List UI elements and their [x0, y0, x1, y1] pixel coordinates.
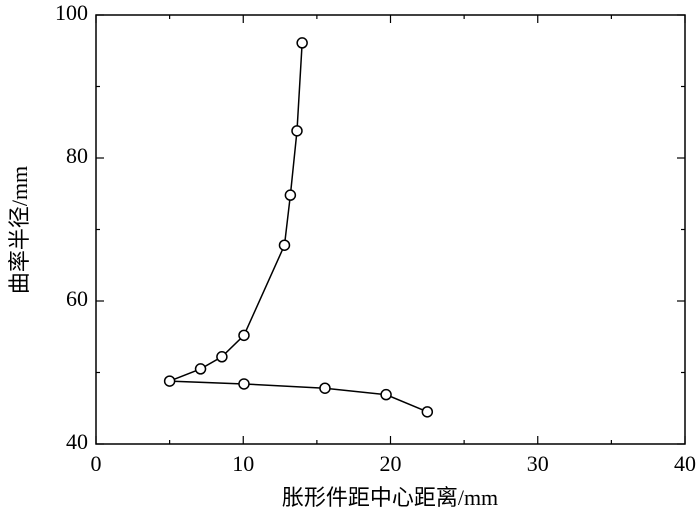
data-point	[278, 239, 291, 251]
x-tick-label: 20	[380, 451, 402, 476]
x-tick-label: 0	[91, 451, 102, 476]
x-axis-title: 胀形件距中心距离/mm	[282, 485, 498, 510]
data-point	[291, 125, 303, 137]
plot-frame	[95, 14, 686, 445]
data-point	[421, 406, 434, 418]
data-point	[216, 351, 228, 363]
data-point	[284, 189, 297, 201]
data-point	[296, 37, 308, 49]
data-line	[169, 42, 428, 413]
x-tick-label: 30	[527, 451, 549, 476]
data-point	[319, 382, 331, 394]
y-tick-label: 80	[66, 143, 88, 168]
data-point	[380, 388, 392, 401]
data-point	[163, 375, 176, 387]
y-tick-label: 40	[66, 429, 88, 454]
x-tick-label: 10	[232, 451, 254, 476]
data-point	[238, 378, 250, 390]
y-axis-title: 曲率半径/mm	[7, 166, 32, 294]
data-point	[238, 329, 250, 342]
x-tick-label: 40	[674, 451, 696, 476]
data-point	[194, 363, 207, 375]
y-tick-label: 60	[66, 286, 88, 311]
y-tick-label: 100	[55, 0, 88, 25]
